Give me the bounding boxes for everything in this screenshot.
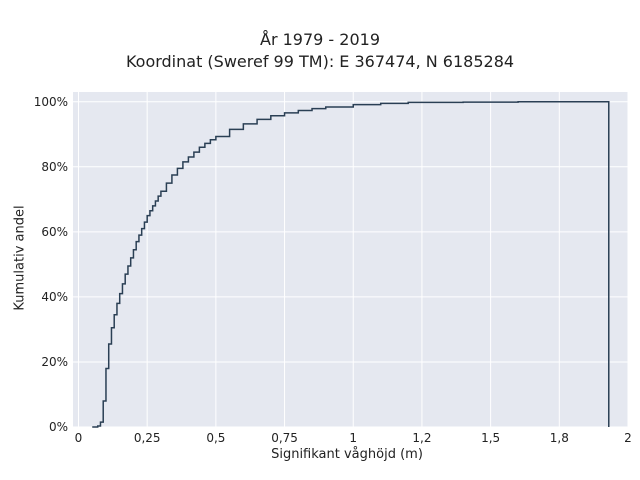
y-axis: 0% 20% 40% 60% 80% 100% xyxy=(34,95,68,434)
y-tick-label: 100% xyxy=(34,95,68,109)
chart-title: År 1979 - 2019 xyxy=(260,30,380,49)
x-tick-label: 0,75 xyxy=(271,431,298,445)
x-tick-label: 0 xyxy=(75,431,83,445)
x-tick-label: 0,5 xyxy=(206,431,225,445)
chart-subtitle: Koordinat (Sweref 99 TM): E 367474, N 61… xyxy=(125,52,515,71)
y-tick-label: 0% xyxy=(49,420,68,434)
y-tick-label: 80% xyxy=(41,160,68,174)
x-tick-label: 1,8 xyxy=(550,431,569,445)
y-tick-label: 20% xyxy=(41,355,68,369)
x-tick-label: 1 xyxy=(349,431,357,445)
y-tick-label: 60% xyxy=(41,225,68,239)
x-tick-label: 0,25 xyxy=(134,431,161,445)
x-tick-label: 1,5 xyxy=(481,431,500,445)
series-group xyxy=(92,101,610,428)
y-tick-label: 40% xyxy=(41,290,68,304)
x-tick-label: 2 xyxy=(624,431,632,445)
x-axis: 0 0,25 0,5 0,75 1 1,2 1,5 1,8 2 xyxy=(75,431,632,445)
y-axis-label: Kumulativ andel xyxy=(12,205,28,311)
plot-background xyxy=(73,92,628,427)
series-line-0 xyxy=(92,101,610,428)
x-axis-label: Signifikant våghöjd (m) xyxy=(271,447,423,462)
x-tick-label: 1,2 xyxy=(412,431,431,445)
grid xyxy=(73,92,629,428)
